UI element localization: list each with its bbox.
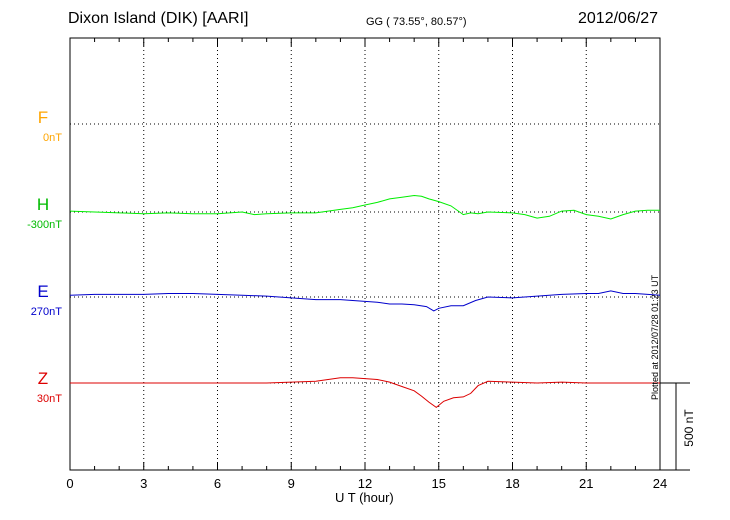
series-line-z <box>70 377 660 409</box>
station-title: Dixon Island (DIK) [AARI] <box>68 10 249 27</box>
x-tick-label: 24 <box>653 476 667 491</box>
series-line-e <box>69 290 661 312</box>
x-tick-label: 9 <box>288 476 295 491</box>
x-tick-label: 6 <box>214 476 221 491</box>
x-tick-label: 18 <box>505 476 519 491</box>
scale-bar: 500 nT <box>660 382 696 471</box>
x-tick-label: 21 <box>579 476 593 491</box>
component-baseline-e: 270nT <box>30 306 62 318</box>
series-line-h <box>69 194 660 220</box>
date-label: 2012/06/27 <box>578 10 659 27</box>
x-tick-label: 12 <box>358 476 372 491</box>
component-baseline-f: 0nT <box>43 132 62 144</box>
x-tick-label: 0 <box>66 476 73 491</box>
component-label-z: Z <box>37 369 49 388</box>
component-label-e: E <box>37 282 49 301</box>
component-label-h: H <box>36 195 50 214</box>
x-axis-label: U T (hour) <box>335 490 394 505</box>
x-tick-label: 15 <box>432 476 446 491</box>
component-label-f: F <box>37 108 49 127</box>
x-tick-label: 3 <box>140 476 147 491</box>
plotted-timestamp: Plotted at 2012/07/28 01:23 UT <box>650 274 660 400</box>
grid-lines <box>70 38 660 470</box>
x-axis-ticks: 0 3 6 9 12 15 18 21 24 <box>66 38 667 491</box>
scale-bar-label: 500 nT <box>682 409 696 447</box>
series-lines <box>69 194 661 409</box>
station-coordinates: GG ( 73.55°, 80.57°) <box>366 16 467 28</box>
component-baseline-h: -300nT <box>27 219 62 231</box>
component-baseline-z: 30nT <box>36 393 62 405</box>
